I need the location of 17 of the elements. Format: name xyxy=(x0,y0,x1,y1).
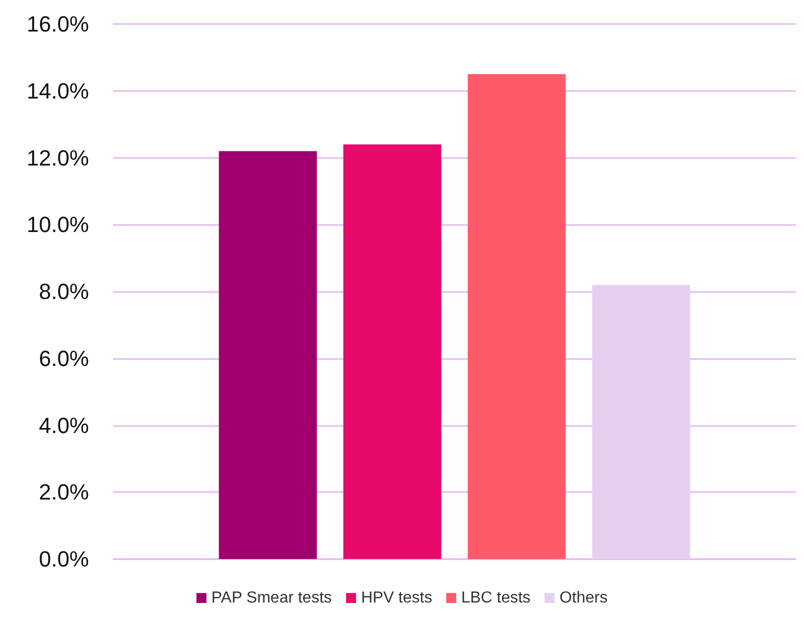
y-tick-label: 10.0% xyxy=(26,212,89,238)
y-tick-label: 14.0% xyxy=(26,78,89,104)
y-tick-label: 4.0% xyxy=(38,412,89,438)
bar xyxy=(592,284,690,559)
legend-label: Others xyxy=(560,590,608,606)
legend-label: PAP Smear tests xyxy=(211,590,332,606)
bar xyxy=(343,144,442,559)
y-tick-label: 2.0% xyxy=(38,480,89,505)
bar xyxy=(218,151,317,559)
y-tick-label: 0.0% xyxy=(38,546,89,572)
y-tick-label: 6.0% xyxy=(38,346,89,371)
legend-label: LBC tests xyxy=(461,590,531,606)
legend-label: HPV tests xyxy=(361,590,432,606)
y-tick-label: 12.0% xyxy=(26,145,89,170)
y-tick-label: 16.0% xyxy=(26,12,89,36)
bar xyxy=(468,74,566,559)
y-tick-label: 8.0% xyxy=(38,279,89,304)
